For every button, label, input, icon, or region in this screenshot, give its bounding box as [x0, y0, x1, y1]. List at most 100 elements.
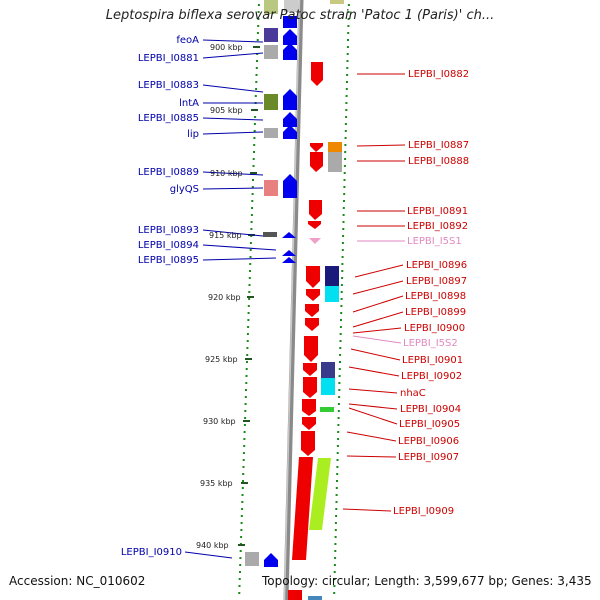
- tick-mark: [240, 522, 243, 524]
- gene-label[interactable]: LEPBI_I0899: [405, 307, 466, 318]
- tick-mark: [246, 347, 249, 349]
- gene-label[interactable]: LEPBI_I0881: [138, 53, 199, 64]
- gene-label[interactable]: LEPBI_I0885: [138, 113, 199, 124]
- gene-label[interactable]: LEPBI_I0887: [408, 140, 469, 151]
- gene-label[interactable]: LEPBI_I0895: [138, 255, 199, 266]
- gene-label[interactable]: LEPBI_I0896: [406, 260, 467, 271]
- reverse-gene-arrow: [302, 417, 316, 430]
- tick-mark: [242, 466, 245, 468]
- gene-label[interactable]: lntA: [179, 98, 199, 109]
- gene-label[interactable]: LEPBI_I0888: [408, 156, 469, 167]
- tick-mark: [341, 242, 344, 244]
- tick-mark: [337, 438, 340, 440]
- tick-mark: [340, 291, 343, 293]
- tick-mark: [239, 557, 242, 559]
- tick-mark: [250, 228, 253, 230]
- scale-label: 915 kbp: [209, 231, 242, 240]
- gene-label[interactable]: LEPBI_I5S2: [403, 338, 458, 349]
- tick-mark: [244, 410, 247, 412]
- gene-label[interactable]: LEPBI_I0901: [402, 355, 463, 366]
- tick-mark: [255, 81, 258, 83]
- tick-mark: [346, 67, 349, 69]
- genome-backbone: [283, 0, 304, 600]
- tick-mark: [343, 179, 346, 181]
- left-gene-labels: feoA LEPBI_I0881 LEPBI_I0883 lntA LEPBI_…: [121, 35, 199, 558]
- scale-label: 900 kbp: [210, 43, 243, 52]
- cog-block: [309, 458, 331, 530]
- gene-label[interactable]: LEPBI_I0907: [398, 452, 459, 463]
- tick-mark: [344, 130, 347, 132]
- tick-mark: [340, 284, 343, 286]
- tick-mark: [253, 123, 256, 125]
- gene-label[interactable]: LEPBI_I0898: [405, 291, 466, 302]
- tick-mark: [244, 396, 247, 398]
- tick-mark: [249, 242, 252, 244]
- gene-label[interactable]: LEPBI_I0897: [406, 276, 467, 287]
- tick-mark: [334, 522, 337, 524]
- gene-label[interactable]: LEPBI_I0883: [138, 80, 199, 91]
- gene-label[interactable]: LEPBI_I0889: [138, 167, 199, 178]
- tick-mark: [342, 207, 345, 209]
- gene-label[interactable]: LEPBI_I0904: [400, 404, 461, 415]
- tick-mark: [249, 270, 251, 272]
- gene-label[interactable]: LEPBI_I0902: [401, 371, 462, 382]
- tick-mark: [340, 305, 343, 307]
- forward-gene-arrow: [283, 112, 297, 127]
- tick-mark: [341, 277, 344, 279]
- cog-block: [330, 0, 344, 4]
- forward-gene-arrow: [283, 174, 297, 198]
- reverse-gene-arrow: [302, 399, 316, 416]
- tick-mark: [345, 116, 348, 118]
- tick-mark: [246, 333, 249, 335]
- tick-mark: [344, 137, 347, 139]
- tick-mark: [335, 501, 338, 503]
- tick-mark: [249, 256, 252, 258]
- reverse-gene-arrow: [305, 318, 319, 331]
- forward-gene-arrow: [283, 125, 297, 139]
- tick-mark: [344, 158, 347, 160]
- tick-mark: [343, 186, 346, 188]
- tick-mark: [345, 109, 348, 111]
- cog-block: [328, 142, 342, 152]
- cog-block: [264, 28, 278, 42]
- tick-mark: [341, 270, 344, 272]
- tick-mark: [347, 25, 350, 27]
- gene-label[interactable]: LEPBI_I0892: [407, 221, 468, 232]
- gene-label[interactable]: LEPBI_I0894: [138, 240, 199, 251]
- tick-mark: [346, 60, 349, 62]
- gene-label[interactable]: LEPBI_I0906: [398, 436, 459, 447]
- tick-mark: [251, 186, 254, 188]
- scale-label: 925 kbp: [205, 355, 238, 364]
- tick-mark: [245, 375, 248, 377]
- gene-label[interactable]: nhaC: [400, 388, 426, 399]
- tick-mark: [342, 228, 345, 230]
- tick-mark: [338, 389, 341, 391]
- cog-block: [263, 232, 277, 237]
- gene-label[interactable]: LEPBI_I5S1: [407, 236, 462, 247]
- tick-mark: [254, 95, 257, 97]
- cog-block: [245, 552, 259, 566]
- gene-label[interactable]: LEPBI_I0891: [407, 206, 468, 217]
- tick-mark: [257, 25, 260, 27]
- gene-label[interactable]: LEPBI_I0882: [408, 69, 469, 80]
- cog-block: [325, 286, 339, 302]
- reverse-gene: [288, 590, 302, 600]
- forward-gene-arrow: [282, 250, 296, 256]
- forward-gene: [284, 0, 298, 12]
- gene-label[interactable]: LEPBI_I0910: [121, 547, 182, 558]
- tick-mark: [337, 410, 340, 412]
- tick-mark: [346, 46, 349, 48]
- gene-label[interactable]: feoA: [176, 35, 199, 46]
- tick-mark: [248, 284, 251, 286]
- gene-label[interactable]: LEPBI_I0909: [393, 506, 454, 517]
- tick-mark: [343, 193, 346, 195]
- tick-mark: [243, 431, 246, 433]
- reverse-gene-arrow: [306, 289, 320, 301]
- reverse-gene-arrow: [304, 336, 318, 362]
- gene-label[interactable]: lip: [187, 129, 199, 140]
- scale-tick: [251, 109, 258, 111]
- gene-label[interactable]: LEPBI_I0900: [404, 323, 465, 334]
- gene-label[interactable]: LEPBI_I0905: [399, 419, 460, 430]
- gene-label[interactable]: LEPBI_I0893: [138, 225, 199, 236]
- gene-label[interactable]: glyQS: [170, 184, 199, 195]
